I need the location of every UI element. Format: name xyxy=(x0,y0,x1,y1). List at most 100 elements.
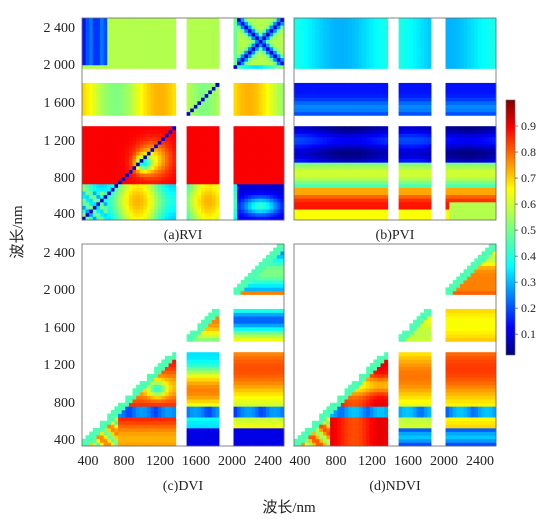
heatmap-cell xyxy=(351,205,356,210)
heatmap-cell xyxy=(204,93,209,98)
heatmap-cell xyxy=(136,424,141,429)
heatmap-cell xyxy=(157,126,162,131)
heatmap-cell xyxy=(312,187,316,192)
heatmap-cell xyxy=(201,64,205,69)
heatmap-cell xyxy=(146,25,151,30)
heatmap-cell xyxy=(409,57,414,62)
heatmap-cell xyxy=(193,104,198,109)
heatmap-cell xyxy=(474,176,479,181)
heatmap-cell xyxy=(136,64,141,69)
heatmap-cell xyxy=(485,64,490,69)
heatmap-cell xyxy=(276,43,281,48)
heatmap-cell xyxy=(369,18,374,22)
heatmap-cell xyxy=(215,173,220,178)
heatmap-cell xyxy=(358,126,363,131)
heatmap-cell xyxy=(154,180,159,185)
heatmap-cell xyxy=(114,126,119,131)
heatmap-cell xyxy=(348,54,353,59)
heatmap-cell xyxy=(190,194,195,199)
heatmap-cell xyxy=(366,57,371,62)
heatmap-cell xyxy=(333,173,338,178)
heatmap-cell xyxy=(251,46,256,51)
heatmap-cell xyxy=(301,140,306,145)
heatmap-cell xyxy=(301,169,306,174)
heatmap-cell xyxy=(358,162,363,167)
heatmap-cell xyxy=(157,100,162,105)
panel-rvi-y-ticks: 400 800 1 200 1 600 2 000 2 400 xyxy=(44,21,76,222)
heatmap-cell xyxy=(136,409,141,414)
heatmap-cell xyxy=(276,50,281,55)
heatmap-cell xyxy=(402,36,407,40)
heatmap-cell xyxy=(193,108,198,113)
heatmap-cell xyxy=(125,173,130,178)
heatmap-cell xyxy=(330,144,335,149)
heatmap-cell xyxy=(82,438,86,443)
heatmap-cell xyxy=(265,133,270,138)
heatmap-cell xyxy=(463,50,468,55)
heatmap-cell xyxy=(427,90,432,95)
heatmap-cell xyxy=(186,176,191,181)
heatmap-cell xyxy=(193,50,198,55)
heatmap-cell xyxy=(107,420,112,425)
heatmap-cell xyxy=(211,144,216,149)
heatmap-cell xyxy=(110,43,115,48)
heatmap-cell xyxy=(161,108,166,113)
heatmap-cell xyxy=(413,54,417,59)
heatmap-cell xyxy=(190,212,195,217)
heatmap-cell xyxy=(467,54,472,59)
heatmap-cell xyxy=(121,187,126,192)
heatmap-cell xyxy=(351,216,356,221)
heatmap-cell xyxy=(114,93,119,98)
heatmap-cell xyxy=(474,198,479,203)
heatmap-cell xyxy=(172,57,177,62)
heatmap-cell xyxy=(409,133,414,138)
heatmap-cell xyxy=(92,108,97,113)
heatmap-cell xyxy=(416,180,421,185)
heatmap-cell xyxy=(204,191,209,196)
heatmap-cell xyxy=(348,216,353,221)
heatmap-cell xyxy=(255,173,260,178)
heatmap-cell xyxy=(366,212,371,217)
heatmap-cell xyxy=(355,137,360,141)
heatmap-cell xyxy=(301,191,306,196)
heatmap-cell xyxy=(244,169,249,174)
heatmap-cell xyxy=(355,155,360,160)
heatmap-cell xyxy=(82,205,86,210)
heatmap-cell xyxy=(125,180,130,185)
heatmap-cell xyxy=(273,126,278,131)
heatmap-cell xyxy=(107,165,112,170)
heatmap-cell xyxy=(467,36,472,40)
heatmap-cell xyxy=(186,216,191,221)
heatmap-cell xyxy=(481,212,486,217)
heatmap-cell xyxy=(193,129,198,134)
heatmap-cell xyxy=(402,180,407,185)
heatmap-cell xyxy=(413,144,417,149)
heatmap-cell xyxy=(380,82,385,87)
heatmap-cell xyxy=(488,205,493,210)
heatmap-cell xyxy=(215,144,220,149)
heatmap-cell xyxy=(358,54,363,59)
heatmap-cell xyxy=(474,187,479,192)
heatmap-cell xyxy=(204,180,209,185)
heatmap-cell xyxy=(273,43,278,48)
heatmap-cell xyxy=(114,162,119,167)
heatmap-cell xyxy=(470,183,475,188)
heatmap-cell xyxy=(265,151,270,156)
heatmap-cell xyxy=(427,54,432,59)
heatmap-cell xyxy=(161,176,166,181)
heatmap-cell xyxy=(244,90,249,95)
heatmap-cell xyxy=(237,162,242,167)
heatmap-cell xyxy=(92,137,97,141)
heatmap-cell xyxy=(146,187,151,192)
heatmap-cell xyxy=(294,180,298,185)
heatmap-cell xyxy=(315,46,320,51)
heatmap-cell xyxy=(132,43,137,48)
heatmap-cell xyxy=(376,137,381,141)
heatmap-cell xyxy=(456,155,461,160)
heatmap-cell xyxy=(237,155,242,160)
heatmap-cell xyxy=(154,126,159,131)
heatmap-cell xyxy=(215,50,220,55)
heatmap-cell xyxy=(477,54,482,59)
heatmap-cell xyxy=(304,169,309,174)
heatmap-cell xyxy=(398,140,403,145)
